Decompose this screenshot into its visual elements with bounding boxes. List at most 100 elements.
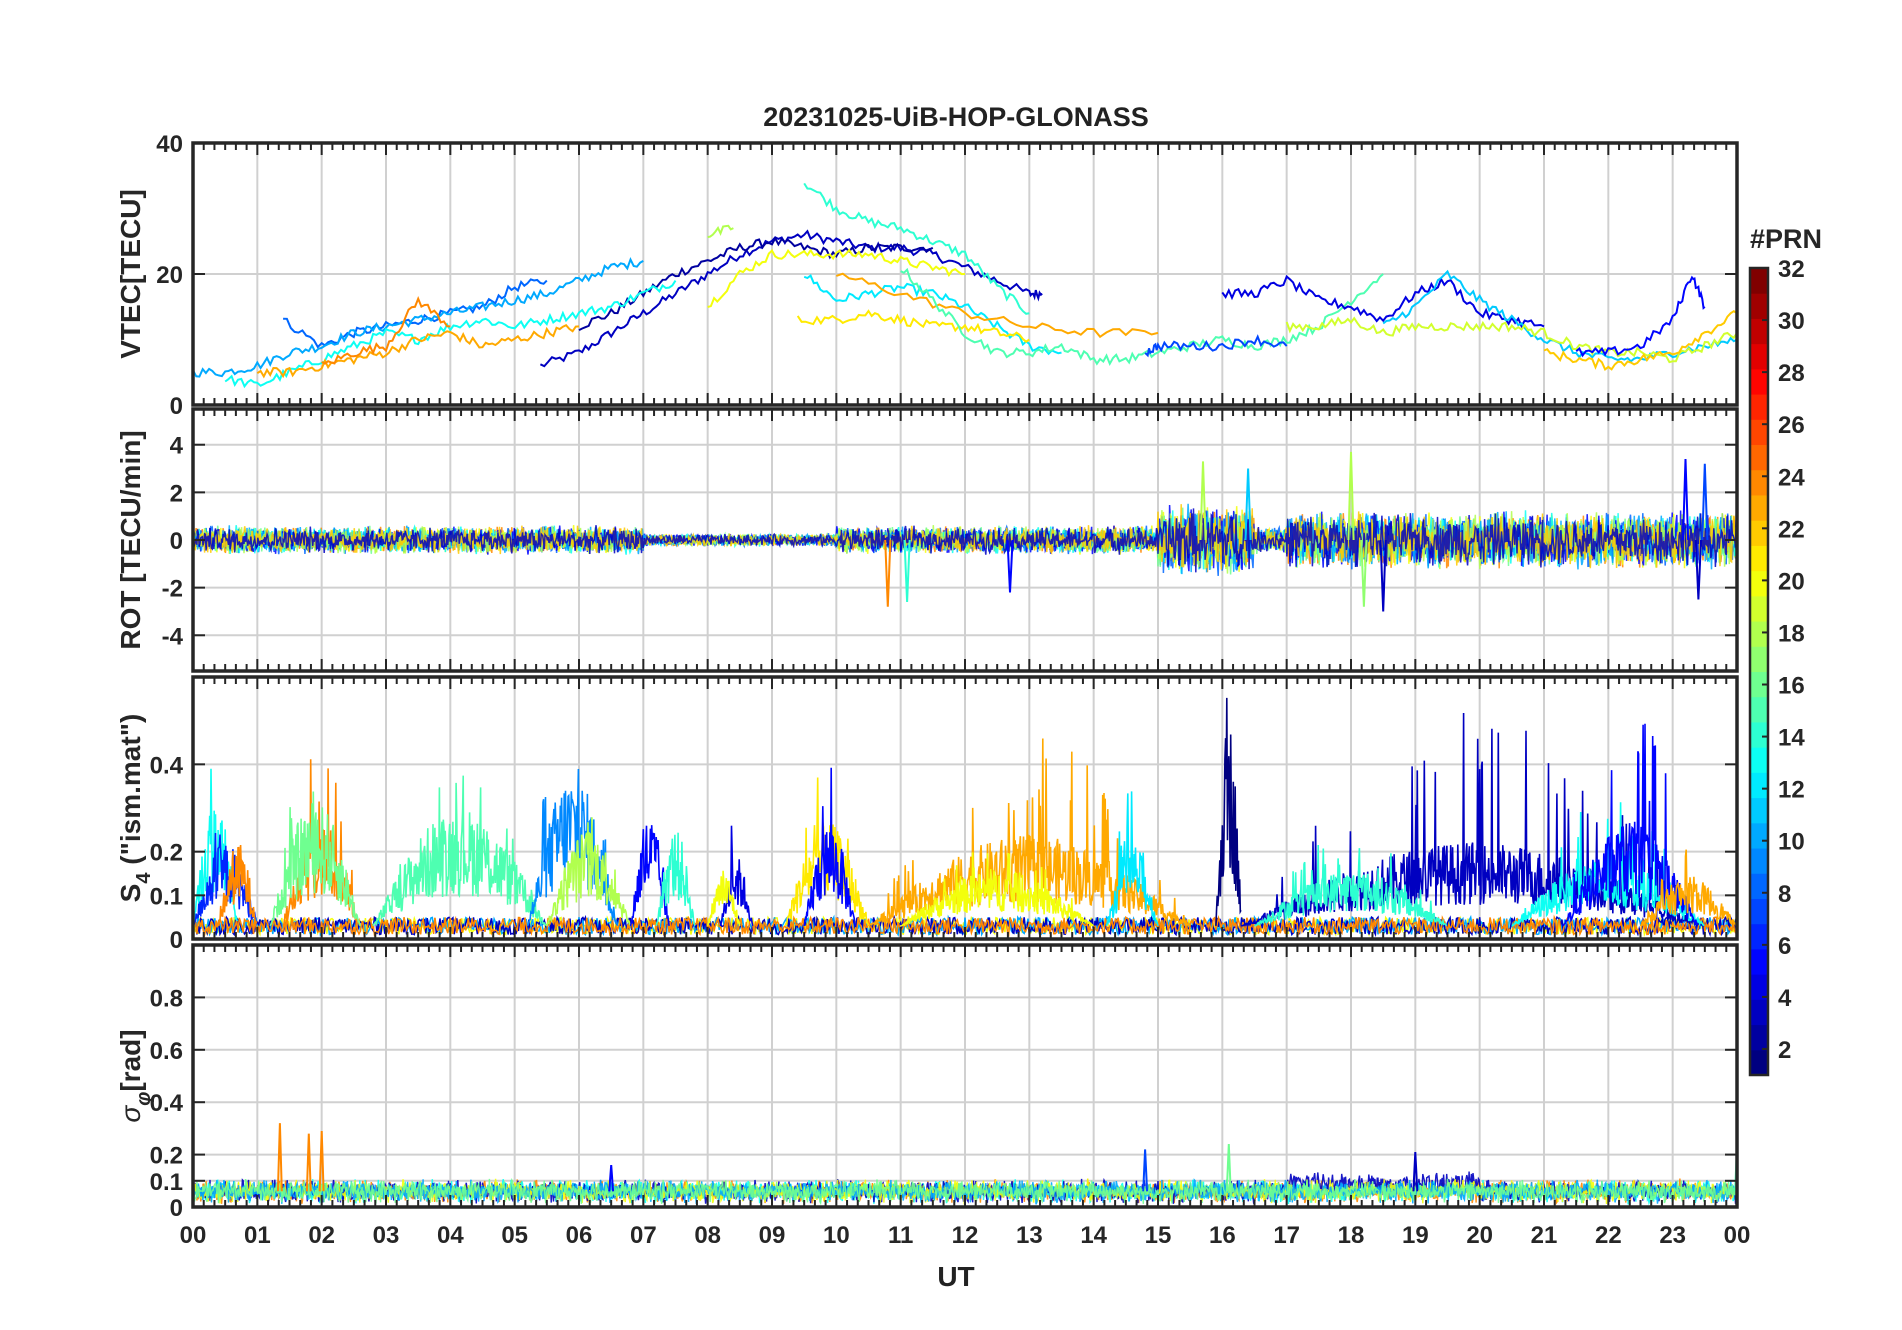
colorbar-cell bbox=[1750, 898, 1768, 925]
colorbar-cell bbox=[1750, 923, 1768, 950]
sigma-spike-prn-7 bbox=[1142, 1149, 1149, 1192]
colorbar-cell bbox=[1750, 293, 1768, 319]
vtec-series-prn-7 bbox=[1144, 334, 1288, 358]
colorbar-cell bbox=[1750, 873, 1768, 899]
colorbar-tick-label: 28 bbox=[1778, 360, 1805, 387]
colorbar-cell bbox=[1750, 621, 1768, 647]
sigma-spike-prn-5 bbox=[608, 1165, 615, 1192]
colorbar-frame bbox=[1748, 266, 1770, 1077]
colorbar-cell bbox=[1750, 797, 1768, 824]
panel-rot: -4 -2 0 2 4 ROT [TECU/min] bbox=[115, 407, 1739, 673]
colorbar-cell bbox=[1750, 394, 1768, 420]
x-tick-label: 14 bbox=[1080, 1222, 1107, 1249]
vtec-series-prn-4 bbox=[1221, 274, 1545, 329]
colorbar-cell bbox=[1750, 268, 1768, 294]
y-tick-label: 0 bbox=[170, 927, 183, 954]
x-tick-label: 06 bbox=[566, 1222, 593, 1249]
ticks bbox=[192, 142, 1738, 406]
sigma-spike-prn-24 bbox=[318, 1130, 325, 1192]
x-tick-label: 02 bbox=[308, 1222, 335, 1249]
x-tick-label: 21 bbox=[1531, 1222, 1558, 1249]
vtec-series-prn-22 bbox=[1543, 310, 1737, 371]
colorbar-tick-label: 26 bbox=[1778, 412, 1805, 439]
rot-spike-prn-5 bbox=[1006, 539, 1014, 593]
x-tick-label: 20 bbox=[1466, 1222, 1493, 1249]
s4-burst-prn-14 bbox=[1254, 844, 1448, 927]
panel-s4: 0 0.1 0.2 0.4S4 ("ism.mat") bbox=[115, 675, 1739, 954]
colorbar-tick-label: 16 bbox=[1778, 673, 1805, 700]
colorbar-tick-label: 32 bbox=[1778, 256, 1805, 283]
y-tick-label: 0 bbox=[170, 393, 183, 420]
y-tick-label: 40 bbox=[156, 131, 183, 158]
colorbar-tick-label: 24 bbox=[1778, 464, 1805, 491]
y-tick-label: 0.1 bbox=[150, 1169, 183, 1196]
y-tick-label: 2 bbox=[170, 480, 183, 507]
rot-spike-prn-14 bbox=[903, 539, 911, 602]
colorbar-tick-label: 4 bbox=[1778, 985, 1792, 1012]
x-tick-label: 12 bbox=[952, 1222, 979, 1249]
vtec-series-prn-3 bbox=[539, 229, 1043, 368]
s4-burst-prn-20 bbox=[900, 852, 1094, 927]
colorbar-cell bbox=[1750, 822, 1768, 849]
sigma-spike-prn-24 bbox=[276, 1123, 283, 1192]
x-tick-label: 18 bbox=[1338, 1222, 1365, 1249]
colorbar-tick-label: 2 bbox=[1778, 1037, 1791, 1064]
s4-burst-prn-16 bbox=[269, 791, 362, 927]
x-tick-label: 09 bbox=[759, 1222, 786, 1249]
y-tick-label: 0.4 bbox=[150, 1090, 184, 1117]
colorbar-tick-label: 12 bbox=[1778, 777, 1805, 804]
y-tick-label: 0.2 bbox=[150, 1143, 183, 1170]
y-tick-label: 0.8 bbox=[150, 985, 183, 1012]
colorbar-tick-label: 20 bbox=[1778, 568, 1805, 595]
colorbar-cell bbox=[1750, 772, 1768, 799]
x-tick-label: 07 bbox=[630, 1222, 657, 1249]
colorbar-cell bbox=[1750, 1049, 1768, 1076]
colorbar-cell bbox=[1750, 368, 1768, 395]
s4-burst-prn-14 bbox=[655, 832, 696, 927]
colorbar-cell bbox=[1750, 469, 1768, 496]
x-tick-label: 00 bbox=[180, 1222, 207, 1249]
colorbar-tick-label: 14 bbox=[1778, 725, 1805, 752]
y-tick-label: 0.4 bbox=[150, 752, 184, 779]
vtec-series-prn-23 bbox=[256, 323, 580, 379]
x-axis-label: UT bbox=[937, 1261, 974, 1292]
colorbar-cell bbox=[1750, 545, 1768, 572]
vtec-series-prn-8 bbox=[283, 278, 548, 349]
vtec-series-prn-19 bbox=[1285, 316, 1737, 364]
rot-spike-prn-11 bbox=[1244, 468, 1252, 541]
colorbar-tick-label: 8 bbox=[1778, 881, 1791, 908]
y-tick-label: -4 bbox=[162, 623, 184, 650]
s4-burst-prn-18 bbox=[546, 817, 632, 927]
x-tick-label: 10 bbox=[823, 1222, 850, 1249]
y-axis-label: S4 ("ism.mat") bbox=[115, 714, 155, 903]
ticks bbox=[192, 409, 1738, 671]
s4-burst-prn-12 bbox=[1105, 791, 1159, 927]
y-tick-label: 0.2 bbox=[150, 840, 183, 867]
colorbar-cell bbox=[1750, 696, 1768, 723]
x-axis: 00 01 02 03 04 05 06 07 08 09 10 11 12 13 14 15 16 17 18 19… bbox=[180, 1222, 1751, 1249]
y-tick-label: 0 bbox=[170, 1195, 183, 1222]
rot-spike-prn-7 bbox=[1701, 463, 1709, 541]
ticks bbox=[192, 945, 1738, 1208]
y-axis-label: σφ[rad] bbox=[115, 1029, 155, 1122]
s4-burst-prn-23 bbox=[1639, 849, 1737, 927]
panel-vtec: 0 20 40 VTEC[TECU] bbox=[115, 131, 1739, 420]
colorbar-cell bbox=[1750, 721, 1768, 748]
colorbar-tick-label: 30 bbox=[1778, 308, 1805, 335]
colorbar-cell bbox=[1750, 444, 1768, 471]
vtec-series-prn-21 bbox=[796, 309, 1030, 343]
rot-spike-prn-17 bbox=[1360, 539, 1368, 607]
rot-spike-prn-5 bbox=[1682, 458, 1690, 541]
vtec-series-prn-20 bbox=[707, 248, 966, 308]
y-tick-label: 0 bbox=[170, 528, 183, 555]
ticks bbox=[192, 677, 1738, 940]
colorbar-cell bbox=[1750, 595, 1768, 622]
y-tick-label: 4 bbox=[170, 433, 184, 460]
colorbar-cell bbox=[1750, 318, 1768, 345]
y-axis-label: VTEC[TECU] bbox=[115, 189, 146, 359]
colorbar-cell bbox=[1750, 974, 1768, 1000]
y-tick-label: 0.1 bbox=[150, 883, 183, 910]
x-tick-label: 17 bbox=[1273, 1222, 1300, 1249]
